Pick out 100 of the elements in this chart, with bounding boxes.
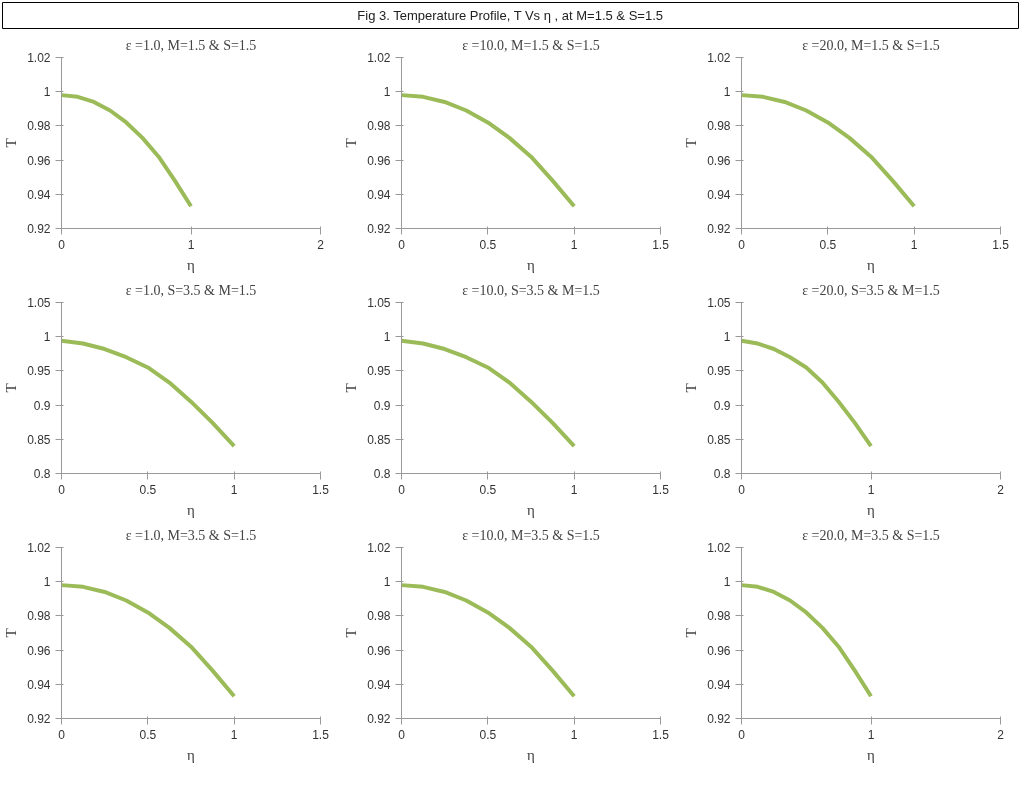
chart-title: ε =1.0, S=3.5 & M=1.5 xyxy=(125,282,257,298)
y-tick-label: 1 xyxy=(723,330,731,345)
x-tick-label: 1.5 xyxy=(652,727,670,742)
y-tick-label: 0.95 xyxy=(707,364,731,379)
x-tick-label: 0.5 xyxy=(819,237,837,252)
chart-title: ε =20.0, M=1.5 & S=1.5 xyxy=(802,37,940,53)
chart-title: ε =10.0, M=3.5 & S=1.5 xyxy=(462,527,600,543)
y-tick-label: 1 xyxy=(383,575,391,590)
y-tick-label: 0.96 xyxy=(707,643,731,658)
y-tick-label: 1.02 xyxy=(707,541,731,555)
y-tick-label: 0.9 xyxy=(33,398,51,413)
x-tick-label: 1 xyxy=(570,482,578,497)
x-tick-label: 1 xyxy=(230,727,238,742)
y-tick-label: 1.02 xyxy=(707,51,731,65)
y-axis-title: T xyxy=(343,628,360,638)
y-tick-label: 0.96 xyxy=(367,153,391,168)
x-axis-title: η xyxy=(527,256,536,273)
y-tick-label: 0.98 xyxy=(27,609,51,624)
y-tick-label: 0.85 xyxy=(27,432,51,447)
y-tick-label: 0.96 xyxy=(27,643,51,658)
y-axis-title: T xyxy=(343,138,360,148)
x-tick-label: 1 xyxy=(187,237,195,252)
x-tick-label: 2 xyxy=(997,727,1005,742)
y-tick-label: 1 xyxy=(723,575,731,590)
y-tick-label: 0.92 xyxy=(367,222,391,236)
y-tick-label: 0.96 xyxy=(27,153,51,168)
x-tick-label: 1 xyxy=(910,237,918,252)
y-tick-label: 0.94 xyxy=(367,677,391,692)
y-tick-label: 0.94 xyxy=(707,677,731,692)
x-axis-title: η xyxy=(867,501,876,518)
y-axis-title: T xyxy=(683,628,700,638)
x-axis-title: η xyxy=(527,501,536,518)
x-tick-label: 0 xyxy=(398,237,406,252)
y-tick-label: 0.95 xyxy=(27,364,51,379)
x-tick-label: 1.5 xyxy=(652,237,670,252)
x-axis-title: η xyxy=(187,746,196,763)
y-tick-label: 0.98 xyxy=(367,609,391,624)
x-tick-label: 0 xyxy=(58,482,66,497)
x-tick-label: 1.5 xyxy=(992,237,1010,252)
y-tick-label: 0.9 xyxy=(713,398,731,413)
x-tick-label: 0.5 xyxy=(139,482,157,497)
y-axis-title: T xyxy=(3,138,20,148)
y-tick-label: 1.05 xyxy=(367,296,391,310)
chart-title: ε =1.0, M=1.5 & S=1.5 xyxy=(125,37,257,53)
y-tick-label: 1.05 xyxy=(707,296,731,310)
chart-title: ε =20.0, S=3.5 & M=1.5 xyxy=(802,282,940,298)
x-axis-title: η xyxy=(867,256,876,273)
y-tick-label: 0.85 xyxy=(707,432,731,447)
y-tick-label: 1 xyxy=(723,85,731,100)
y-tick-label: 0.94 xyxy=(27,187,51,202)
x-tick-label: 0.5 xyxy=(479,237,497,252)
x-tick-label: 0 xyxy=(738,727,746,742)
y-tick-label: 1 xyxy=(383,85,391,100)
text: Fig 3. Temperature Profile, T Vs η , at M=1.5 & S=1.5 xyxy=(357,8,663,23)
x-tick-label: 2 xyxy=(317,237,325,252)
y-axis-title: T xyxy=(3,628,20,638)
y-tick-label: 1 xyxy=(43,330,51,345)
y-tick-label: 0.98 xyxy=(707,119,731,134)
x-axis-title: η xyxy=(187,501,196,518)
y-tick-label: 1.02 xyxy=(367,51,391,65)
x-tick-label: 0.5 xyxy=(139,727,157,742)
x-tick-label: 0 xyxy=(738,482,746,497)
y-axis-title: T xyxy=(683,383,700,393)
y-tick-label: 0.85 xyxy=(367,432,391,447)
y-tick-label: 1 xyxy=(43,85,51,100)
x-tick-label: 1 xyxy=(867,482,875,497)
x-tick-label: 1.5 xyxy=(312,482,330,497)
y-tick-label: 0.94 xyxy=(27,677,51,692)
y-tick-label: 1.05 xyxy=(27,296,51,310)
y-tick-label: 1.02 xyxy=(367,541,391,555)
y-tick-label: 0.92 xyxy=(707,222,731,236)
y-tick-label: 0.96 xyxy=(367,643,391,658)
y-tick-label: 1 xyxy=(383,330,391,345)
x-axis-title: η xyxy=(187,256,196,273)
x-tick-label: 1 xyxy=(570,237,578,252)
y-tick-label: 0.96 xyxy=(707,153,731,168)
y-tick-label: 0.98 xyxy=(27,119,51,134)
y-axis-title: T xyxy=(683,138,700,148)
chart-title: ε =20.0, M=3.5 & S=1.5 xyxy=(802,527,940,543)
y-tick-label: 0.92 xyxy=(27,222,51,236)
y-tick-label: 0.94 xyxy=(367,187,391,202)
y-tick-label: 0.8 xyxy=(373,467,391,481)
x-tick-label: 0 xyxy=(58,237,66,252)
y-tick-label: 0.92 xyxy=(707,712,731,726)
x-tick-label: 1 xyxy=(230,482,238,497)
y-axis-title: T xyxy=(343,383,360,393)
y-tick-label: 0.92 xyxy=(367,712,391,726)
x-tick-label: 1.5 xyxy=(312,727,330,742)
y-tick-label: 0.98 xyxy=(707,609,731,624)
x-axis-title: η xyxy=(867,746,876,763)
y-tick-label: 0.98 xyxy=(367,119,391,134)
x-tick-label: 0 xyxy=(738,237,746,252)
y-tick-label: 0.9 xyxy=(373,398,391,413)
chart-title: ε =10.0, M=1.5 & S=1.5 xyxy=(462,37,600,53)
x-tick-label: 0 xyxy=(58,727,66,742)
y-tick-label: 1 xyxy=(43,575,51,590)
x-tick-label: 1 xyxy=(570,727,578,742)
y-tick-label: 0.8 xyxy=(33,467,51,481)
x-tick-label: 0.5 xyxy=(479,482,497,497)
x-axis-title: η xyxy=(527,746,536,763)
